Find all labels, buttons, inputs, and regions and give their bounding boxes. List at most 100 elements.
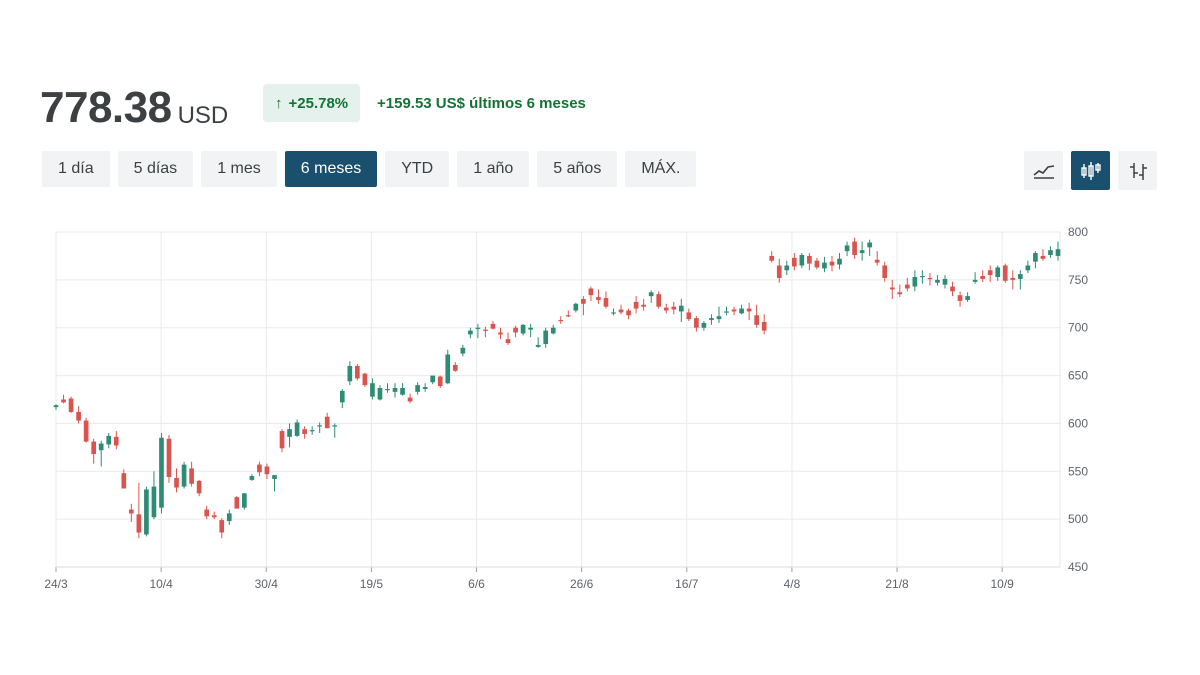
candle-body xyxy=(279,431,285,449)
candle-body xyxy=(724,311,729,313)
candle-body xyxy=(678,305,684,312)
candle-body xyxy=(980,276,985,279)
candle-body xyxy=(942,278,948,285)
candle-body xyxy=(129,509,134,514)
candle-body xyxy=(1002,265,1008,281)
x-tick-label: 10/9 xyxy=(990,577,1014,591)
candle-body xyxy=(995,267,1001,277)
x-tick-label: 10/4 xyxy=(149,577,173,591)
candle-body xyxy=(754,315,759,325)
candle-body xyxy=(618,309,624,313)
ohlc-button[interactable] xyxy=(1118,151,1157,190)
candle-body xyxy=(53,405,59,408)
candle-body xyxy=(935,279,940,283)
candle-body xyxy=(98,443,104,451)
candle-body xyxy=(927,277,933,280)
candle-body xyxy=(807,255,812,264)
x-tick-label: 26/6 xyxy=(570,577,594,591)
candle-body xyxy=(1025,265,1031,271)
tab-ytd[interactable]: YTD xyxy=(385,151,450,187)
candle-body xyxy=(475,327,481,329)
candle-body xyxy=(505,339,511,344)
candle-body xyxy=(1055,249,1061,256)
candle-body xyxy=(249,476,255,480)
tab-5-anos[interactable]: 5 años xyxy=(537,151,618,187)
candle-body xyxy=(226,513,232,522)
candle-body xyxy=(565,315,571,317)
candle-body xyxy=(746,308,752,312)
candle-body xyxy=(513,327,518,333)
candle-body xyxy=(626,310,631,316)
candle-body xyxy=(814,260,820,268)
candle-body xyxy=(324,416,330,429)
candle-body xyxy=(596,297,601,300)
tab-6-meses[interactable]: 6 meses xyxy=(284,151,378,187)
candle-body xyxy=(68,398,74,412)
candle-body xyxy=(166,438,172,478)
tab-1-mes[interactable]: 1 mes xyxy=(201,151,277,187)
candle-body xyxy=(535,344,541,347)
candle-body xyxy=(904,284,910,289)
candle-body xyxy=(874,259,880,263)
candle-body xyxy=(972,279,978,282)
candle-body xyxy=(136,514,142,533)
candle-body xyxy=(121,473,127,489)
price-display: 778.38 USD xyxy=(40,80,228,130)
candle-body xyxy=(83,420,89,442)
line-chart-button[interactable] xyxy=(1024,151,1063,190)
candle-body xyxy=(415,385,420,392)
candle-body xyxy=(611,312,616,314)
arrow-up-icon: ↑ xyxy=(275,94,283,112)
candle-body xyxy=(385,388,390,391)
x-tick-label: 24/3 xyxy=(44,577,68,591)
x-tick-label: 19/5 xyxy=(360,577,384,591)
candle-body xyxy=(332,425,338,427)
candle-body xyxy=(957,295,963,301)
candle-body xyxy=(189,468,194,484)
candle-body xyxy=(264,466,270,475)
candle-body xyxy=(407,397,413,402)
tab-5-dias[interactable]: 5 días xyxy=(117,151,194,187)
candle-body xyxy=(965,296,970,300)
candle-body xyxy=(294,422,300,436)
candle-body xyxy=(656,294,662,307)
candle-body xyxy=(528,327,533,330)
candle-body xyxy=(159,437,164,508)
candle-body xyxy=(370,383,375,397)
candle-body xyxy=(61,399,66,403)
candlestick-chart[interactable]: 450 500 550 600 650 700 750 800 24/3 10/4 30/4 19/5… xyxy=(0,220,1200,600)
candle-body xyxy=(844,245,850,252)
tab-1-ano[interactable]: 1 año xyxy=(457,151,530,187)
x-tick-label: 16/7 xyxy=(675,577,699,591)
candle-body xyxy=(151,486,157,518)
candle-body xyxy=(302,429,307,434)
candle-body xyxy=(920,276,925,278)
candlestick-button[interactable] xyxy=(1071,151,1110,190)
candle-body xyxy=(422,387,428,389)
y-tick-label: 550 xyxy=(1068,464,1088,478)
candle-body xyxy=(355,366,360,379)
candle-body xyxy=(490,323,496,329)
current-price: 778.38 xyxy=(40,83,172,132)
tab-1-dia[interactable]: 1 día xyxy=(42,151,110,187)
candle-body xyxy=(603,298,609,307)
candle-body xyxy=(671,306,677,310)
candle-body xyxy=(581,299,586,304)
candle-body xyxy=(377,388,383,400)
candle-body xyxy=(701,322,707,328)
candle-body xyxy=(242,493,247,508)
candle-body xyxy=(776,265,782,278)
candle-body xyxy=(852,241,857,255)
candle-body xyxy=(1010,277,1016,280)
x-tick-label: 6/6 xyxy=(468,577,485,591)
candle-body xyxy=(822,262,827,269)
x-tick-label: 30/4 xyxy=(255,577,279,591)
candle-body xyxy=(950,286,955,292)
candle-body xyxy=(106,435,112,445)
candle-body xyxy=(716,316,722,320)
candle-body xyxy=(1033,253,1038,262)
candle-body xyxy=(445,354,451,384)
candle-body xyxy=(204,509,210,517)
tab-max[interactable]: MÁX. xyxy=(625,151,697,187)
candle-body xyxy=(113,436,119,446)
